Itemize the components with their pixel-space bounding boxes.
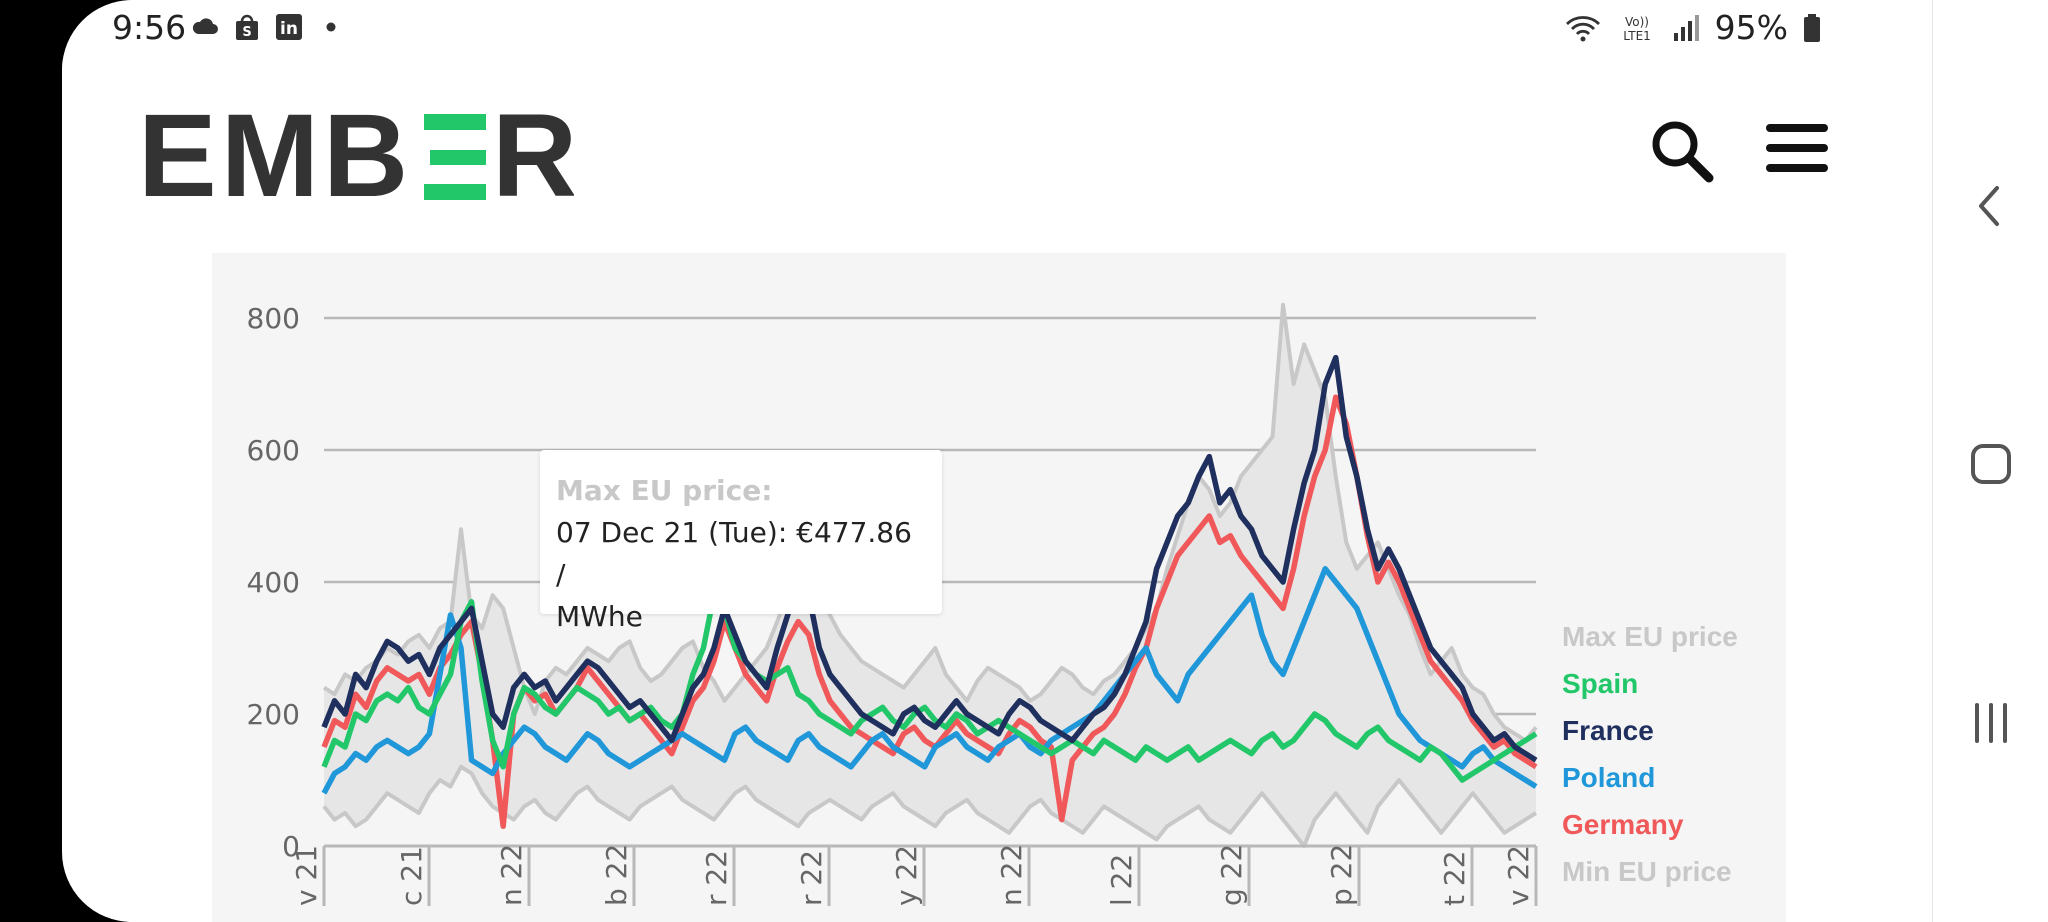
svg-text:EMB: EMB [138, 108, 412, 204]
legend-item-germany[interactable]: Germany [1562, 809, 1684, 840]
x-tick-label: t 22 [1438, 850, 1471, 906]
cloud-icon [192, 18, 218, 34]
svg-text:R: R [492, 108, 574, 204]
search-icon[interactable] [1647, 116, 1717, 186]
ember-logo[interactable]: EMB R [138, 108, 574, 204]
price-chart-panel: 800 600 400 200 0 v 21 c 21 n 22 b 22 r 22 r 22 y 2… [212, 253, 1786, 922]
chart-tooltip: Max EU price: 07 Dec 21 (Tue): €477.86 /… [540, 450, 942, 633]
price-line-chart[interactable]: 800 600 400 200 0v 21 c 21 n 22 b 22 r 22 r 22 y 2… [212, 253, 1786, 922]
signal-icon [1673, 14, 1699, 41]
x-tick-label: b 22 [600, 844, 633, 906]
legend-item-france[interactable]: France [1562, 715, 1654, 746]
battery-icon [1804, 13, 1820, 42]
volte-icon: Vo))LTE1 [1623, 15, 1651, 43]
site-header: EMB R [62, 58, 1932, 208]
back-icon[interactable] [1961, 176, 2021, 236]
x-tick-label: v 22 [1502, 845, 1535, 906]
x-tick-label: r 22 [795, 850, 828, 906]
x-tick-label: n 22 [995, 844, 1028, 906]
status-time: 9:56 [112, 8, 187, 47]
legend-item-max-eu-price[interactable]: Max EU price [1562, 621, 1738, 652]
svg-text:LTE1: LTE1 [1623, 29, 1651, 43]
x-tick-label: l 22 [1105, 854, 1138, 906]
status-icons-right: Vo)) LTE1 95% [1563, 8, 1822, 47]
series-line-poland[interactable] [321, 566, 1538, 795]
wifi-icon [1565, 15, 1600, 41]
y-tick-label: 200 [247, 698, 300, 731]
status-bar: 9:56 S in Vo)) LTE1 95% [62, 0, 1932, 58]
system-nav-bar [1932, 0, 2048, 922]
hamburger-menu-icon[interactable] [1766, 120, 1828, 176]
series-line-france[interactable] [321, 354, 1538, 763]
tooltip-title: Max EU price: [556, 474, 773, 507]
x-tick-label: y 22 [890, 845, 923, 906]
tooltip-value: 07 Dec 21 (Tue): €477.86 / [556, 516, 912, 591]
y-tick-label: 600 [247, 434, 300, 467]
series-line-spain[interactable] [321, 592, 1538, 783]
shopping-bag-icon: S [236, 14, 258, 40]
dot-icon [326, 22, 336, 32]
legend-item-poland[interactable]: Poland [1562, 762, 1656, 793]
battery-level: 95% [1714, 8, 1788, 47]
y-tick-label: 800 [247, 302, 300, 335]
legend-item-spain[interactable]: Spain [1562, 668, 1639, 699]
x-tick-label: r 22 [700, 850, 733, 906]
recents-icon[interactable] [1961, 693, 2021, 753]
svg-text:Vo)): Vo)) [1625, 15, 1649, 29]
x-tick-label: n 22 [495, 844, 528, 906]
x-tick-label: g 22 [1215, 844, 1248, 906]
phone-screen: 9:56 S in Vo)) LTE1 95% EMB R [62, 0, 1932, 922]
linkedin-icon: in [276, 14, 302, 40]
svg-text:S: S [242, 25, 251, 40]
x-tick-label: c 21 [395, 846, 428, 906]
y-tick-label: 400 [247, 566, 300, 599]
x-tick-label: p 22 [1325, 844, 1358, 906]
tooltip-unit: MWhe [556, 600, 643, 633]
svg-text:in: in [280, 19, 298, 39]
home-icon[interactable] [1961, 434, 2021, 494]
legend-item-min-eu-price[interactable]: Min EU price [1562, 856, 1732, 887]
y-tick-label: 0 [282, 830, 300, 863]
status-icons-left: S in [190, 12, 346, 42]
min-max-band [324, 304, 1536, 846]
chart-legend: Max EU price Spain France Poland Germany… [1562, 613, 1738, 895]
series-line-min-eu-price[interactable] [322, 764, 1538, 848]
x-tick-label: v 21 [290, 845, 323, 906]
